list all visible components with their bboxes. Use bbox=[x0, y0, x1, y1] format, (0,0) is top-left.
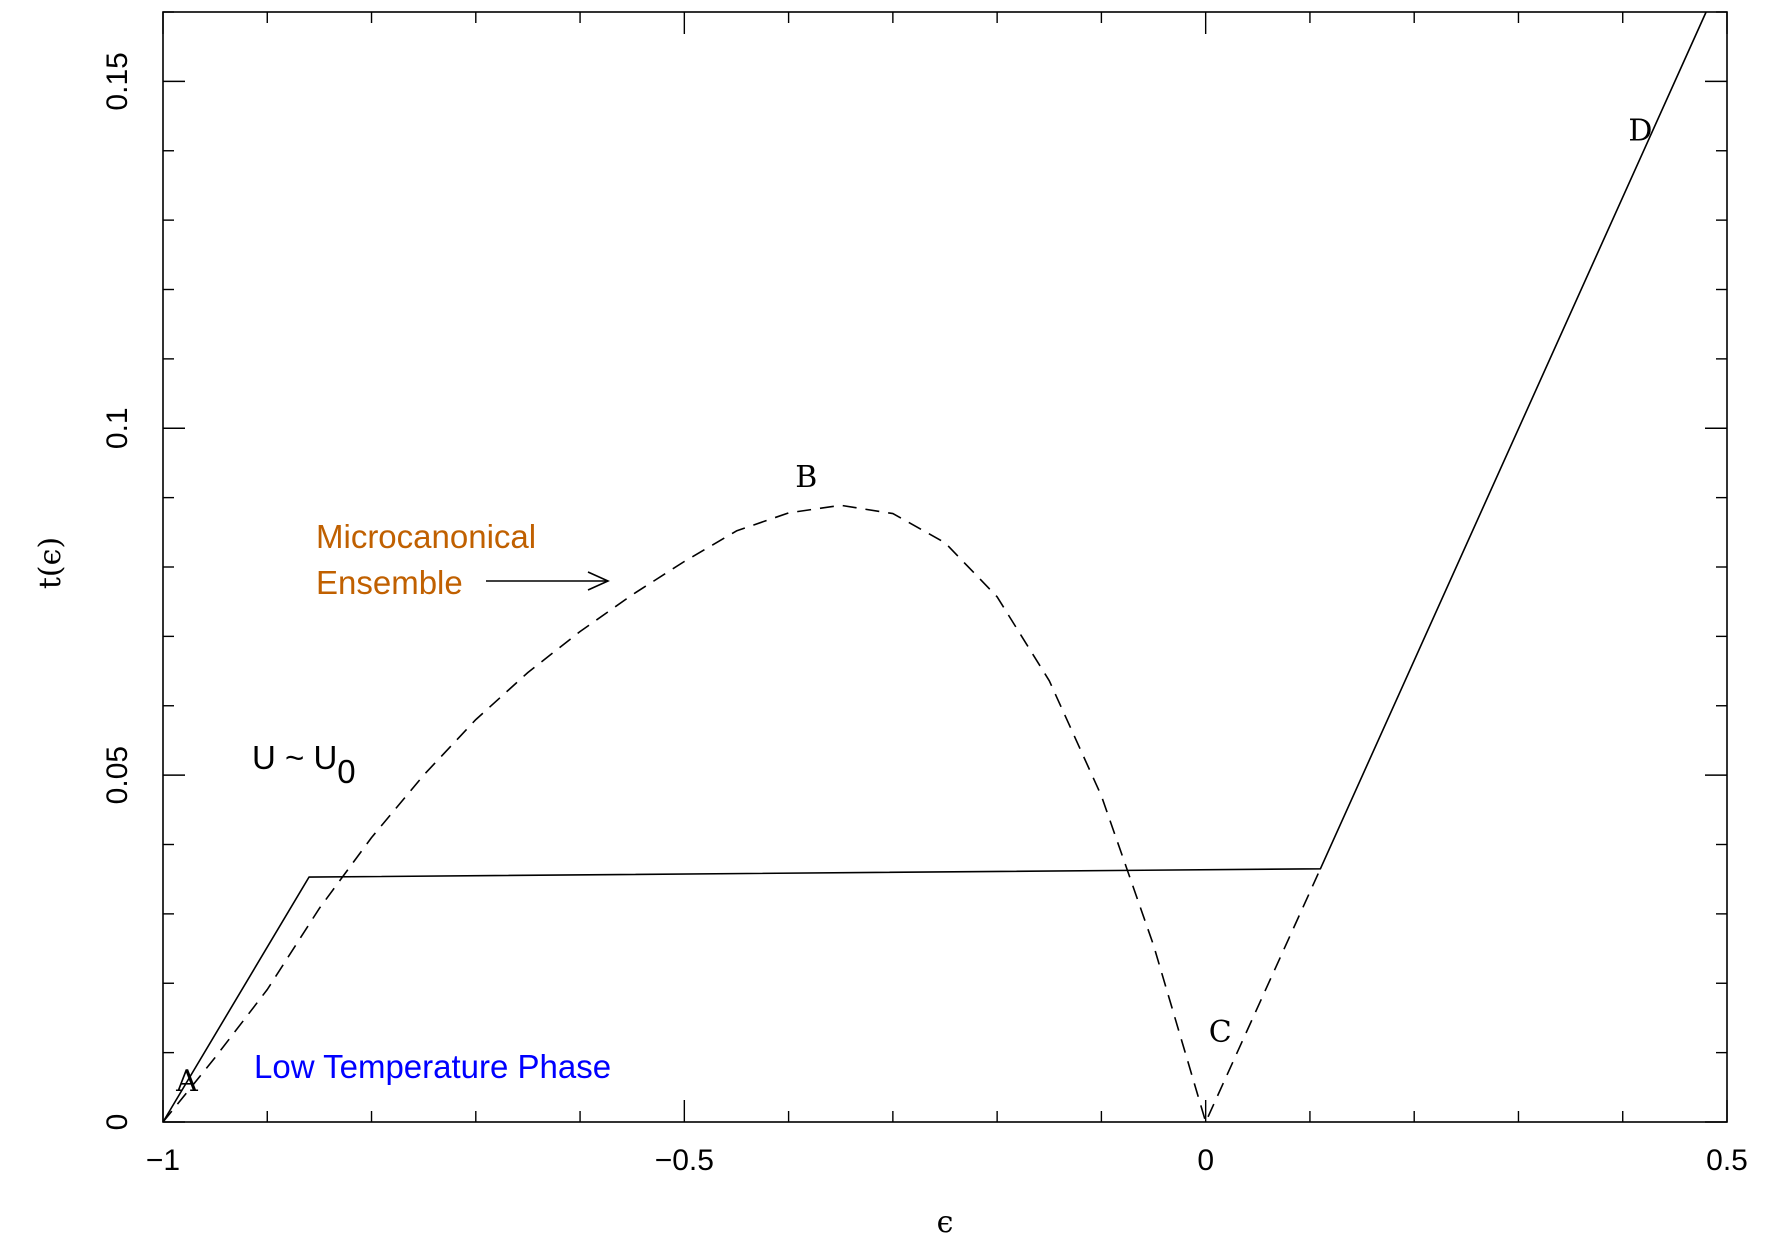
plot-frame bbox=[162, 11, 1728, 1123]
y-tick-label: 0.15 bbox=[101, 52, 134, 110]
x-tick-label: 0 bbox=[1197, 1144, 1214, 1177]
x-tick-label: −0.5 bbox=[655, 1144, 714, 1177]
point-label-b: B bbox=[795, 460, 817, 495]
x-tick-label: −1 bbox=[146, 1144, 180, 1177]
axis-tick-labels: −1 −0.5 0 0.5 0 0.05 0.1 0.15 bbox=[101, 52, 1748, 1177]
point-label-c: C bbox=[1209, 1015, 1232, 1050]
point-labels: A B C D bbox=[175, 113, 1652, 1098]
microcanonical-label-line1: Microcanonical bbox=[316, 518, 536, 555]
point-label-a: A bbox=[175, 1064, 198, 1099]
u-approx-u0-subscript: 0 bbox=[337, 753, 355, 790]
x-tick-label: 0.5 bbox=[1706, 1144, 1748, 1177]
u-approx-u0-main: U ~ U bbox=[252, 739, 337, 776]
low-temperature-phase-label: Low Temperature Phase bbox=[254, 1048, 611, 1085]
y-axis-title: t(ϵ) bbox=[33, 537, 68, 589]
x-axis-title: ϵ bbox=[937, 1205, 954, 1240]
y-tick-label: 0.1 bbox=[101, 407, 134, 449]
y-tick-label: 0 bbox=[101, 1114, 134, 1131]
data-series bbox=[162, 11, 1707, 1123]
point-label-d: D bbox=[1628, 113, 1652, 148]
dashed-curve bbox=[162, 504, 1322, 1123]
u-approx-u0-label: U ~ U0 bbox=[252, 739, 356, 790]
solid-curve bbox=[162, 11, 1707, 1123]
y-tick-label: 0.05 bbox=[101, 746, 134, 804]
microcanonical-arrow-head bbox=[587, 571, 610, 591]
microcanonical-label-line2: Ensemble bbox=[316, 564, 463, 601]
